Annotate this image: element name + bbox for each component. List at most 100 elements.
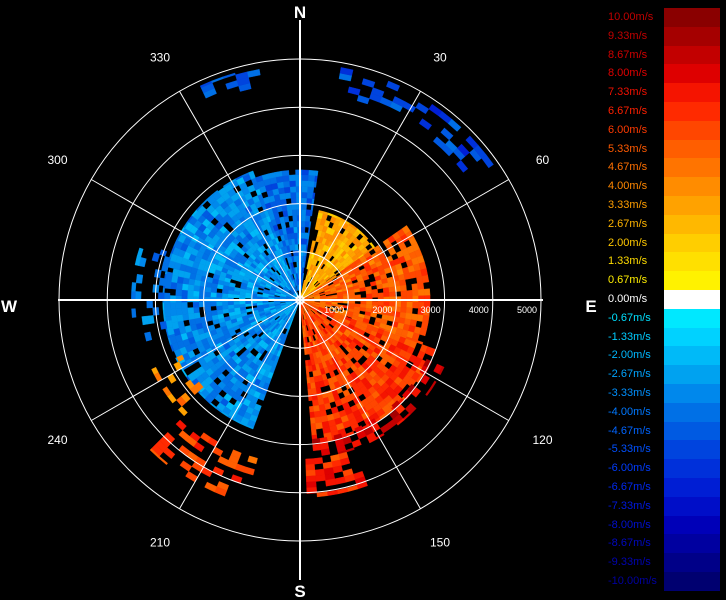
velocity-bin-approaching-west	[193, 284, 201, 292]
velocity-bin-far-ring-ne	[356, 94, 370, 105]
velocity-bin-approaching-west	[233, 300, 240, 305]
velocity-bin-receding-core-se	[310, 388, 317, 395]
velocity-bin-approaching-west	[169, 308, 177, 317]
legend-row: 5.33m/s	[604, 139, 722, 159]
velocity-bin-far-arc-sse	[316, 491, 328, 498]
azimuth-spoke-240	[91, 299, 301, 421]
velocity-bin-approaching-north	[301, 197, 308, 205]
legend-row: -1.33m/s	[604, 327, 722, 347]
legend-label: 8.67m/s	[608, 48, 648, 61]
velocity-bin-approaching-west	[228, 282, 236, 288]
velocity-bin-far-arc-sse	[315, 474, 326, 482]
legend-label: 4.00m/s	[608, 180, 648, 193]
velocity-bin-far-arc-sse	[305, 463, 316, 471]
velocity-bin-receding-core-e	[383, 291, 390, 298]
velocity-bin-far-arc-ssw	[204, 481, 218, 493]
legend-label: 0.67m/s	[608, 274, 648, 287]
legend-label: 6.00m/s	[608, 123, 648, 136]
velocity-bin-receding-core-e	[411, 283, 419, 291]
velocity-bin-approaching-west	[204, 291, 211, 298]
velocity-bin-receding-core-se	[314, 416, 322, 424]
velocity-bin-far-ring-ne	[440, 127, 454, 141]
velocity-bin-far-arc-sse	[305, 475, 317, 483]
velocity-bin-receding-outer-se	[401, 389, 412, 400]
legend-label: 9.33m/s	[608, 29, 648, 42]
velocity-bin-approaching-north	[282, 174, 290, 182]
legend-label: -3.33m/s	[608, 387, 651, 399]
velocity-bin-approaching-north	[301, 186, 309, 193]
legend-row: 4.00m/s	[604, 177, 722, 197]
velocity-bin-approaching-north	[306, 192, 314, 199]
velocity-bin-approaching-west	[210, 301, 217, 307]
velocity-bin-receding-core-se	[306, 377, 311, 384]
axis-labels: N S W E 30 60 120 150 210 240 300 330 1000 2000 3000 40…	[1, 3, 597, 600]
velocity-bin-approaching-north	[289, 186, 297, 193]
azimuth-spoke-150	[299, 299, 421, 509]
velocity-bin-approaching-west	[181, 289, 188, 297]
velocity-bin-receding-core-e	[337, 295, 344, 299]
velocity-bin-approaching-west	[285, 329, 290, 336]
velocity-bin-approaching-west	[193, 306, 200, 314]
velocity-bin-approaching-west	[211, 190, 219, 197]
velocity-bin-far-arc-ssw	[179, 460, 193, 472]
velocity-bin-approaching-north	[295, 174, 303, 181]
radar-velocity-plot: N S W E 30 60 120 150 210 240 300 330 1000 2000 3000 40…	[1, 3, 597, 600]
velocity-bin-receding-core-se	[314, 422, 323, 430]
velocity-bin-receding-core-se	[309, 382, 316, 390]
velocity-bin-approaching-west	[187, 312, 195, 320]
azimuth-label-30: 30	[433, 51, 447, 65]
legend-swatch	[664, 402, 720, 422]
velocity-bin-receding-core-se	[310, 423, 317, 430]
velocity-bin-approaching-north	[312, 192, 316, 200]
legend-swatch	[664, 8, 720, 27]
velocity-bin-approaching-north	[301, 214, 307, 222]
velocity-bin-far-ring-nw	[211, 76, 224, 84]
velocity-bin-approaching-north	[280, 222, 287, 230]
velocity-bin-receding-core-e	[354, 294, 361, 299]
velocity-bin-approaching-west	[204, 301, 211, 307]
legend-label: -7.33m/s	[608, 499, 651, 512]
legend-row: 7.33m/s	[604, 83, 722, 103]
velocity-bin-approaching-north	[310, 204, 314, 211]
legend-swatch	[664, 553, 720, 573]
velocity-bin-approaching-north	[274, 170, 283, 178]
velocity-bin-approaching-north	[291, 209, 298, 216]
velocity-bin-receding-core-e	[376, 283, 384, 290]
legend-row: -2.67m/s	[604, 365, 722, 385]
velocity-bin-approaching-west	[221, 292, 229, 298]
velocity-bin-approaching-west	[215, 292, 223, 298]
velocity-bin-receding-core-e	[410, 313, 418, 321]
velocity-bin-approaching-west	[187, 284, 195, 291]
velocity-bin-approaching-north	[295, 180, 303, 187]
velocity-bin-receding-outer-se	[351, 439, 362, 448]
legend-label: 2.67m/s	[608, 217, 648, 230]
legend-row: -3.33m/s	[604, 384, 722, 403]
velocity-bin-receding-core-e	[365, 289, 373, 295]
velocity-bin-approaching-north	[314, 175, 318, 182]
velocity-bin-approaching-north	[288, 221, 294, 228]
velocity-bin-approaching-west	[210, 309, 218, 316]
legend-row: -2.00m/s	[604, 346, 722, 366]
velocity-bin-approaching-north	[290, 197, 297, 205]
range-label-2000: 2000	[372, 305, 392, 315]
legend-row: 0.67m/s	[604, 271, 722, 291]
velocity-bin-approaching-west	[257, 289, 264, 294]
velocity-bin-receding-core-e	[371, 292, 379, 298]
legend-label: 0.00m/s	[608, 293, 648, 305]
legend-swatch	[664, 252, 720, 272]
velocity-bin-far-arc-sse	[306, 481, 317, 489]
velocity-bin-receding-core-ne	[363, 234, 369, 241]
legend-label: -2.67m/s	[608, 368, 651, 381]
velocity-bin-approaching-north	[300, 226, 306, 233]
velocity-bin-receding-outer-se	[438, 366, 445, 375]
velocity-bin-far-ring-nw	[222, 72, 236, 79]
velocity-bin-far-arc-sw	[176, 354, 185, 362]
velocity-bin-west-fringe	[151, 252, 160, 263]
velocity-bin-receding-core-e	[359, 307, 367, 312]
velocity-bin-far-arc-sw	[177, 406, 188, 417]
legend-label: 2.00m/s	[608, 236, 648, 249]
legend-label: -8.00m/s	[608, 518, 651, 531]
legend-swatch	[664, 365, 720, 385]
velocity-bin-west-fringe	[141, 315, 149, 326]
velocity-bin-receding-core-e	[366, 293, 373, 298]
